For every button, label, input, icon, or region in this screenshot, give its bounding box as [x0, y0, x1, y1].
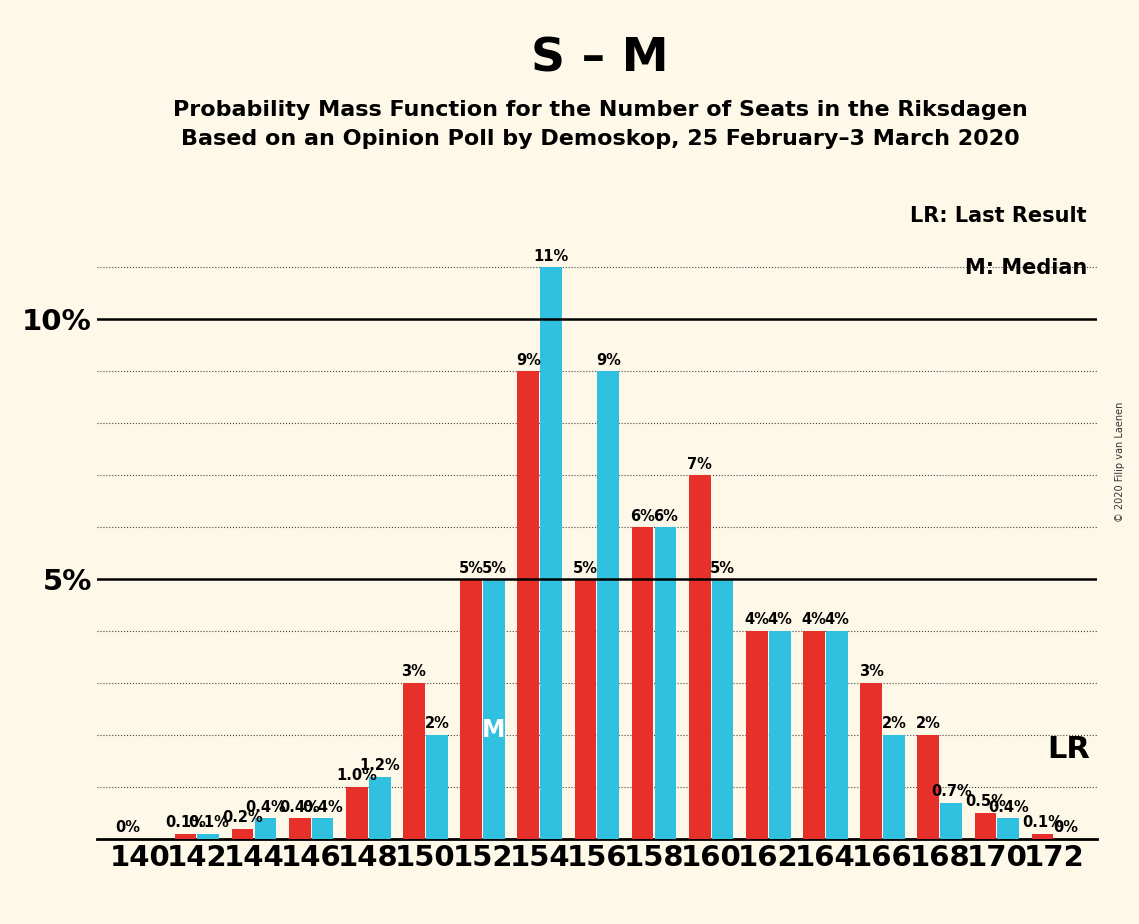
Bar — [746, 631, 768, 839]
Bar — [941, 803, 962, 839]
Bar — [231, 829, 253, 839]
Bar — [917, 736, 940, 839]
Text: 0.4%: 0.4% — [245, 799, 286, 815]
Bar — [403, 683, 425, 839]
Bar — [598, 371, 620, 839]
Text: S – M: S – M — [532, 37, 669, 82]
Bar — [826, 631, 847, 839]
Text: 4%: 4% — [745, 613, 769, 627]
Bar — [426, 736, 448, 839]
Bar — [803, 631, 825, 839]
Text: 0.4%: 0.4% — [988, 799, 1029, 815]
Bar — [689, 475, 711, 839]
Text: LR: Last Result: LR: Last Result — [910, 206, 1087, 225]
Bar — [574, 579, 596, 839]
Bar — [975, 813, 997, 839]
Text: 3%: 3% — [402, 664, 426, 679]
Text: M: M — [482, 718, 506, 742]
Text: 0.5%: 0.5% — [965, 795, 1006, 809]
Text: 4%: 4% — [768, 613, 792, 627]
Text: 0%: 0% — [1052, 821, 1077, 835]
Text: 2%: 2% — [916, 716, 941, 732]
Text: 0%: 0% — [116, 821, 141, 835]
Text: 7%: 7% — [687, 456, 712, 471]
Text: 3%: 3% — [859, 664, 884, 679]
Bar — [517, 371, 539, 839]
Bar — [346, 787, 368, 839]
Text: 5%: 5% — [459, 561, 484, 576]
Text: 11%: 11% — [533, 249, 568, 263]
Text: 2%: 2% — [882, 716, 907, 732]
Bar — [312, 819, 334, 839]
Text: LR: LR — [1047, 736, 1090, 764]
Bar — [632, 528, 654, 839]
Bar — [483, 579, 505, 839]
Bar — [540, 267, 562, 839]
Text: 0.1%: 0.1% — [165, 815, 206, 830]
Bar — [860, 683, 882, 839]
Bar — [197, 833, 219, 839]
Text: 5%: 5% — [573, 561, 598, 576]
Text: © 2020 Filip van Laenen: © 2020 Filip van Laenen — [1115, 402, 1124, 522]
Text: M: Median: M: Median — [965, 258, 1087, 277]
Text: 0.7%: 0.7% — [931, 784, 972, 799]
Text: 9%: 9% — [596, 353, 621, 368]
Bar — [883, 736, 904, 839]
Bar — [1032, 833, 1054, 839]
Bar — [460, 579, 482, 839]
Bar — [369, 777, 391, 839]
Bar — [769, 631, 790, 839]
Text: 0.4%: 0.4% — [279, 799, 320, 815]
Text: 0.1%: 0.1% — [188, 815, 229, 830]
Text: 6%: 6% — [653, 508, 678, 524]
Bar — [998, 819, 1019, 839]
Text: 4%: 4% — [802, 613, 827, 627]
Bar — [655, 528, 677, 839]
Text: Probability Mass Function for the Number of Seats in the Riksdagen: Probability Mass Function for the Number… — [173, 100, 1027, 120]
Text: 6%: 6% — [630, 508, 655, 524]
Text: 4%: 4% — [825, 613, 850, 627]
Text: 2%: 2% — [425, 716, 449, 732]
Text: 5%: 5% — [710, 561, 735, 576]
Bar — [254, 819, 277, 839]
Text: 5%: 5% — [482, 561, 507, 576]
Text: 1.0%: 1.0% — [336, 769, 377, 784]
Text: 0.1%: 0.1% — [1022, 815, 1063, 830]
Text: Based on an Opinion Poll by Demoskop, 25 February–3 March 2020: Based on an Opinion Poll by Demoskop, 25… — [181, 129, 1019, 150]
Text: 1.2%: 1.2% — [359, 758, 400, 773]
Text: 0.2%: 0.2% — [222, 810, 263, 825]
Bar — [289, 819, 311, 839]
Bar — [174, 833, 196, 839]
Bar — [712, 579, 734, 839]
Text: 9%: 9% — [516, 353, 541, 368]
Text: 0.4%: 0.4% — [302, 799, 343, 815]
